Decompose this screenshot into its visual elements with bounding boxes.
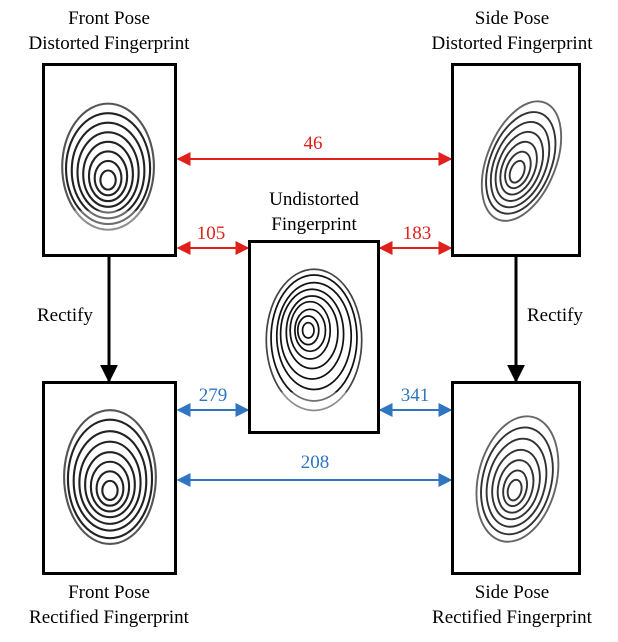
label-line: Side Pose (474, 8, 550, 29)
side-distorted-fingerprint-image (451, 63, 581, 257)
score-rectified-pair: 208 (300, 452, 330, 473)
fingerprint-icon (63, 409, 157, 545)
label-side-distorted: Side Pose Distorted Fingerprint (406, 6, 618, 56)
label-line: Rectified Fingerprint (432, 607, 592, 628)
label-line: Undistorted (269, 189, 359, 210)
score-side-rectified-undistorted: 341 (400, 385, 430, 406)
label-side-rectified: Side Pose Rectified Fingerprint (406, 580, 618, 630)
front-rectified-fingerprint-image (42, 381, 177, 575)
label-line: Side Pose (474, 582, 550, 603)
fingerprint-icon (480, 100, 563, 222)
side-rectified-fingerprint-image (451, 381, 581, 575)
label-line: Distorted Fingerprint (431, 33, 593, 54)
rectify-label-right: Rectify (527, 305, 583, 326)
label-front-rectified: Front Pose Rectified Fingerprint (0, 580, 218, 630)
score-distorted-pair: 46 (303, 133, 323, 154)
label-front-distorted: Front Pose Distorted Fingerprint (0, 6, 218, 56)
label-undistorted: Undistorted Fingerprint (234, 187, 394, 237)
score-front-distorted-undistorted: 105 (196, 223, 226, 244)
rectify-label-left: Rectify (37, 305, 93, 326)
label-line: Rectified Fingerprint (29, 607, 189, 628)
fingerprint-icon (475, 415, 560, 543)
undistorted-fingerprint-image (248, 240, 380, 434)
fingerprint-icon (251, 268, 377, 430)
front-distorted-fingerprint-image (42, 63, 177, 257)
label-line: Front Pose (68, 8, 150, 29)
score-front-rectified-undistorted: 279 (198, 385, 228, 406)
label-line: Front Pose (68, 582, 150, 603)
fingerprint-icon (45, 102, 174, 253)
label-line: Fingerprint (271, 214, 357, 235)
score-side-distorted-undistorted: 183 (402, 223, 432, 244)
label-line: Distorted Fingerprint (28, 33, 190, 54)
